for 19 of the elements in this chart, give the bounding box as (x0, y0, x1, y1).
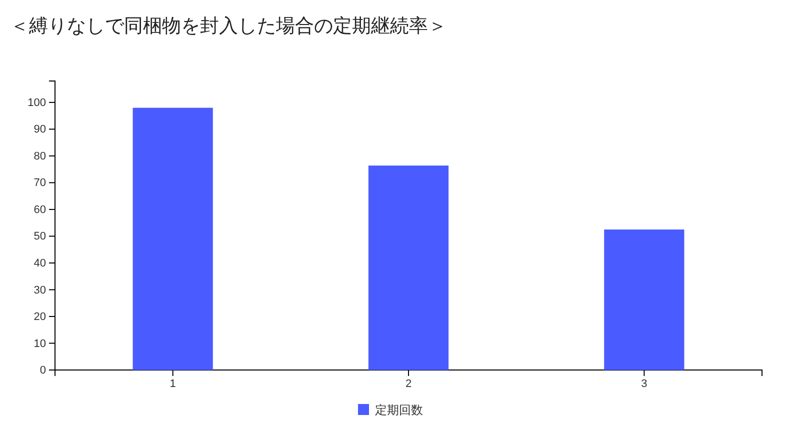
chart-title: ＜縛りなしで同梱物を封入した場合の定期継続率＞ (10, 15, 447, 37)
x-tick-label: 1 (170, 378, 176, 390)
y-tick-label: 100 (28, 96, 46, 109)
y-tick-label: 50 (34, 230, 46, 243)
y-tick-label: 0 (40, 364, 46, 377)
bar (604, 230, 684, 370)
bar (132, 108, 213, 370)
y-tick-label: 90 (34, 124, 46, 136)
y-tick-label: 30 (34, 284, 46, 296)
y-tick-label: 80 (34, 150, 46, 162)
y-tick-label: 40 (34, 257, 46, 270)
y-tick-label: 20 (34, 311, 46, 323)
bar (368, 166, 449, 370)
legend-label: 定期回数 (375, 403, 423, 417)
y-tick-label: 70 (34, 177, 46, 190)
y-tick-label: 60 (34, 204, 46, 216)
x-tick-label: 2 (405, 378, 412, 390)
x-tick-label: 3 (641, 378, 648, 390)
y-tick-label: 10 (34, 338, 46, 350)
